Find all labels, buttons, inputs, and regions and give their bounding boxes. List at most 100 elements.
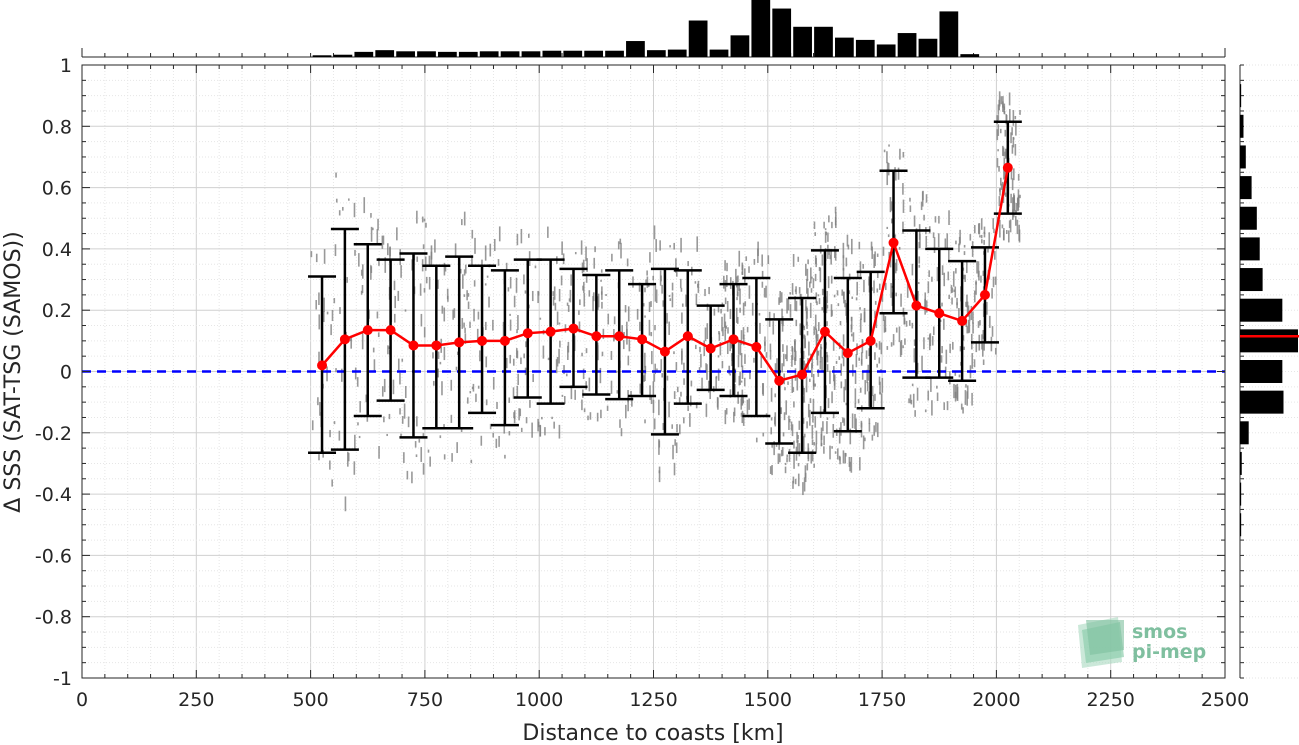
top-histogram-bar <box>646 50 666 57</box>
scatter-point <box>982 359 985 365</box>
scatter-point <box>377 332 380 338</box>
scatter-point <box>812 398 815 414</box>
scatter-point <box>834 451 837 454</box>
scatter-point <box>791 378 794 393</box>
scatter-point <box>911 263 914 276</box>
top-histogram-bar <box>751 0 771 57</box>
scatter-point <box>803 436 805 452</box>
scatter-point <box>806 463 809 471</box>
scatter-point <box>485 321 487 331</box>
scatter-point <box>971 353 974 369</box>
x-tick-label: 0 <box>76 689 88 711</box>
scatter-point <box>791 283 794 295</box>
scatter-point <box>781 447 784 456</box>
scatter-point <box>809 302 812 318</box>
scatter-point <box>868 418 871 424</box>
scatter-point <box>739 340 742 356</box>
right-histogram-bar <box>1240 206 1257 230</box>
scatter-point <box>342 206 344 211</box>
scatter-point <box>719 342 722 356</box>
scatter-point <box>1005 230 1008 235</box>
scatter-point <box>969 234 972 241</box>
scatter-point <box>713 308 716 316</box>
scatter-point <box>799 330 802 336</box>
scatter-point <box>887 162 890 176</box>
scatter-point <box>997 149 999 152</box>
scatter-point <box>834 216 837 226</box>
scatter-point <box>315 300 318 310</box>
scatter-point <box>1013 168 1015 181</box>
scatter-point <box>874 251 876 267</box>
scatter-point <box>463 211 466 226</box>
scatter-point <box>855 353 858 368</box>
scatter-point <box>769 350 772 360</box>
scatter-point <box>958 236 961 246</box>
scatter-point <box>507 287 510 292</box>
scatter-point <box>952 341 954 350</box>
scatter-point <box>886 162 889 173</box>
scatter-point <box>765 352 768 358</box>
scatter-point <box>980 218 983 230</box>
scatter-point <box>826 417 829 420</box>
scatter-point <box>788 448 791 462</box>
scatter-point <box>982 329 985 339</box>
scatter-point <box>998 165 1000 172</box>
scatter-point <box>520 228 523 244</box>
scatter-point <box>794 478 797 485</box>
mean-marker <box>637 334 648 345</box>
scatter-point <box>816 301 818 306</box>
scatter-point <box>669 245 671 248</box>
scatter-point <box>874 393 876 401</box>
scatter-point <box>537 291 540 296</box>
scatter-point <box>770 427 773 435</box>
top-histogram-bar <box>814 26 833 57</box>
scatter-point <box>508 431 511 436</box>
scatter-point <box>1012 136 1015 148</box>
scatter-point <box>822 421 824 432</box>
scatter-point <box>842 268 845 280</box>
scatter-point <box>941 346 943 354</box>
scatter-point <box>817 369 820 377</box>
scatter-point <box>904 338 906 345</box>
scatter-point <box>818 266 821 271</box>
scatter-point <box>430 245 433 260</box>
top-histogram-bar <box>918 38 938 57</box>
x-tick-label: 1250 <box>629 689 677 711</box>
scatter-point <box>815 257 817 268</box>
scatter-point <box>889 255 892 268</box>
scatter-point <box>878 341 881 350</box>
scatter-point <box>851 296 854 299</box>
scatter-point <box>873 280 875 294</box>
scatter-point <box>876 363 878 368</box>
scatter-point <box>879 392 881 395</box>
scatter-point <box>840 363 842 376</box>
scatter-point <box>786 457 788 463</box>
scatter-point <box>971 392 973 406</box>
scatter-point <box>868 276 870 286</box>
scatter-point <box>484 245 487 261</box>
scatter-point <box>553 286 556 300</box>
scatter-point <box>900 293 902 307</box>
scatter-point <box>455 366 458 371</box>
scatter-point <box>737 275 739 283</box>
scatter-point <box>782 344 784 352</box>
scatter-point <box>1011 178 1014 191</box>
scatter-point <box>821 356 823 373</box>
scatter-point <box>420 447 423 462</box>
scatter-point <box>738 283 740 292</box>
scatter-point <box>823 435 825 446</box>
scatter-point <box>570 385 573 400</box>
scatter-point <box>404 309 407 312</box>
scatter-point <box>396 227 398 241</box>
scatter-point <box>819 267 822 283</box>
scatter-point <box>753 357 755 363</box>
scatter-point <box>842 417 844 423</box>
scatter-point <box>724 329 727 341</box>
scatter-point <box>866 382 869 392</box>
scatter-point <box>996 115 999 125</box>
scatter-point <box>600 409 602 419</box>
x-tick-labels: 0 250 500 750 1000 1250 1500 1750 2000 2250 2500 <box>76 689 1249 711</box>
scatter-point <box>810 288 813 293</box>
right-histogram-bar <box>1240 390 1284 414</box>
scatter-point <box>929 333 932 347</box>
